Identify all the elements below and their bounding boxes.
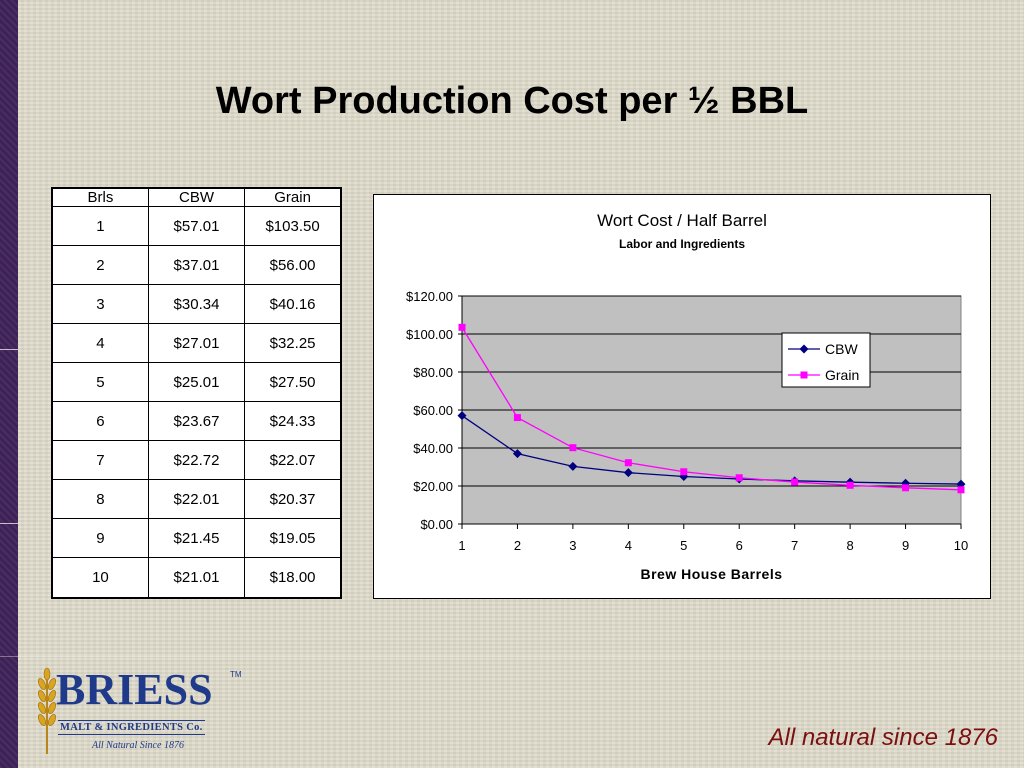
x-tick-label: 4 — [625, 538, 632, 553]
table-cell: 3 — [51, 284, 149, 325]
column-header: Brls — [51, 187, 149, 207]
y-tick-label: $100.00 — [406, 327, 453, 342]
y-tick-label: $120.00 — [406, 289, 453, 304]
data-point-grain — [569, 444, 577, 452]
table-cell: $21.45 — [147, 518, 246, 559]
table-cell: $27.50 — [244, 362, 342, 403]
table-cell: 6 — [51, 401, 149, 442]
x-tick-label: 5 — [680, 538, 687, 553]
legend-box — [781, 332, 871, 388]
table-cell: 1 — [51, 205, 149, 247]
x-tick-label: 8 — [846, 538, 853, 553]
legend-label: Grain — [825, 367, 859, 383]
table-row: 5 $25.01 $27.50 — [51, 362, 342, 403]
table-cell: $56.00 — [244, 245, 342, 286]
table-cell: $25.01 — [147, 362, 246, 403]
table-row: 7 $22.72 $22.07 — [51, 440, 342, 481]
chart-svg: Wort Cost / Half Barrel Labor and Ingredi… — [406, 211, 968, 582]
data-point-grain — [513, 414, 521, 422]
table-cell: $23.67 — [147, 401, 246, 442]
table-cell: $22.72 — [147, 440, 246, 481]
y-tick-label: $60.00 — [413, 403, 453, 418]
table-cell: $37.01 — [147, 245, 246, 286]
table-cell: 4 — [51, 323, 149, 364]
table-row: 10 $21.01 $18.00 — [51, 557, 342, 599]
footer-tagline: All natural since 1876 — [768, 724, 998, 751]
table-cell: $27.01 — [147, 323, 246, 364]
x-tick-label: 3 — [569, 538, 576, 553]
logo-tagline: All Natural Since 1876 — [92, 740, 184, 751]
wort-cost-chart: Wort Cost / Half Barrel Labor and Ingredi… — [373, 194, 991, 599]
left-accent-bar — [0, 0, 18, 768]
legend-label: CBW — [825, 341, 858, 357]
table-cell: $22.07 — [244, 440, 342, 481]
table-row: 4 $27.01 $32.25 — [51, 323, 342, 364]
briess-logo: BRIESS TM MALT & INGREDIENTS Co. All Nat… — [30, 662, 242, 760]
table-row: 8 $22.01 $20.37 — [51, 479, 342, 520]
table-cell: $21.01 — [147, 557, 246, 599]
x-tick-label: 2 — [514, 538, 521, 553]
logo-trademark: TM — [230, 670, 242, 679]
data-point-grain — [680, 468, 688, 476]
x-tick-label: 1 — [458, 538, 465, 553]
data-point-grain — [735, 474, 743, 482]
column-header: CBW — [147, 187, 246, 207]
cost-table: Brls CBW Grain 1 $57.01 $103.50 2 $37.01 $56.… — [51, 187, 342, 599]
chart-title: Wort Cost / Half Barrel — [597, 211, 767, 230]
table-row: 2 $37.01 $56.00 — [51, 245, 342, 286]
table-cell: $30.34 — [147, 284, 246, 325]
x-tick-label: 7 — [791, 538, 798, 553]
data-point-grain — [624, 459, 632, 467]
x-tick-label: 10 — [954, 538, 968, 553]
table-cell: $57.01 — [147, 205, 246, 247]
series-line-grain — [461, 327, 962, 491]
table-cell: $18.00 — [244, 557, 342, 599]
y-tick-label: $40.00 — [413, 441, 453, 456]
table-row: 3 $30.34 $40.16 — [51, 284, 342, 325]
table-cell: 10 — [51, 557, 149, 599]
table-cell: 9 — [51, 518, 149, 559]
data-point-grain — [902, 484, 910, 492]
table-cell: $19.05 — [244, 518, 342, 559]
table-cell: $22.01 — [147, 479, 246, 520]
divider-line — [0, 349, 18, 350]
legend-marker-grain — [800, 371, 808, 379]
table-cell: $40.16 — [244, 284, 342, 325]
table-row: 9 $21.45 $19.05 — [51, 518, 342, 559]
x-tick-label: 6 — [736, 538, 743, 553]
table-row: 6 $23.67 $24.33 — [51, 401, 342, 442]
logo-name: BRIESS — [56, 665, 213, 714]
table-row: 1 $57.01 $103.50 — [51, 205, 342, 247]
table-cell: $20.37 — [244, 479, 342, 520]
legend-marker-cbw — [799, 344, 809, 354]
data-point-cbw — [512, 449, 522, 459]
wheat-icon — [37, 667, 57, 754]
divider-line — [0, 523, 18, 524]
column-header: Grain — [244, 187, 342, 207]
table-cell: $24.33 — [244, 401, 342, 442]
y-tick-label: $20.00 — [413, 479, 453, 494]
table-cell: 8 — [51, 479, 149, 520]
series-line-cbw — [461, 415, 962, 485]
divider-line — [0, 656, 1024, 657]
data-point-cbw — [568, 461, 578, 471]
table-cell: $103.50 — [244, 205, 342, 247]
table-cell: 7 — [51, 440, 149, 481]
x-tick-label: 9 — [902, 538, 909, 553]
table-header-row: Brls CBW Grain — [51, 187, 342, 207]
data-point-grain — [791, 478, 799, 486]
table-cell: $32.25 — [244, 323, 342, 364]
data-point-cbw — [457, 411, 467, 421]
data-point-grain — [846, 481, 854, 489]
slide-title: Wort Production Cost per ½ BBL — [215, 80, 809, 122]
table-cell: 5 — [51, 362, 149, 403]
y-tick-label: $80.00 — [413, 365, 453, 380]
y-tick-label: $0.00 — [420, 517, 453, 532]
data-point-grain — [458, 323, 466, 331]
logo-subtitle: MALT & INGREDIENTS Co. — [58, 720, 205, 735]
data-point-grain — [957, 486, 965, 494]
chart-subtitle: Labor and Ingredients — [619, 237, 745, 251]
x-axis-label: Brew House Barrels — [640, 566, 782, 582]
table-cell: 2 — [51, 245, 149, 286]
